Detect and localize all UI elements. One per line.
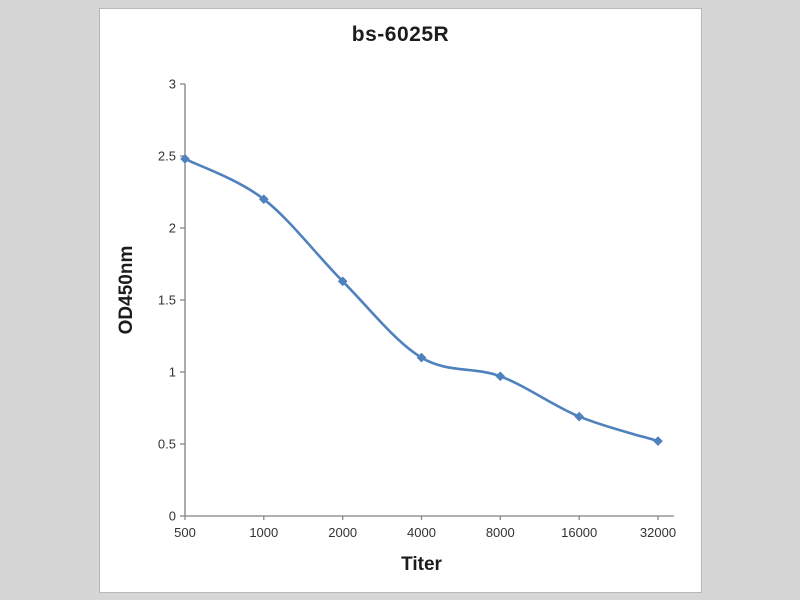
svg-text:16000: 16000: [561, 525, 597, 540]
data-point: [180, 153, 190, 164]
svg-text:2000: 2000: [328, 525, 357, 540]
x-axis-label: Titer: [401, 554, 442, 575]
svg-text:0: 0: [169, 509, 176, 524]
svg-text:0.5: 0.5: [158, 437, 176, 452]
svg-text:8000: 8000: [486, 525, 515, 540]
svg-text:32000: 32000: [640, 525, 676, 540]
data-point: [495, 371, 506, 382]
svg-text:2.5: 2.5: [158, 149, 176, 164]
svg-text:4000: 4000: [407, 525, 436, 540]
data-point: [653, 436, 663, 447]
svg-text:1.5: 1.5: [158, 293, 176, 308]
svg-text:1: 1: [169, 365, 176, 380]
svg-text:3: 3: [169, 77, 176, 92]
chart-title: bs-6025R: [351, 23, 450, 46]
svg-text:1000: 1000: [249, 525, 278, 540]
line-chart: 0 0.5 1 1.5 2 2.5 3 500 1000 2000 4000 8000 16000 320…: [158, 77, 676, 541]
data-point: [258, 194, 269, 205]
data-point: [416, 352, 427, 363]
data-line: [183, 157, 660, 443]
chart-panel: bs-6025R OD450nm 0 0.5 1 1.5 2 2.5 3 500 1000 200…: [99, 8, 702, 593]
data-point: [337, 276, 348, 287]
data-point: [574, 411, 585, 422]
svg-text:500: 500: [174, 525, 196, 540]
svg-text:2: 2: [169, 221, 176, 236]
